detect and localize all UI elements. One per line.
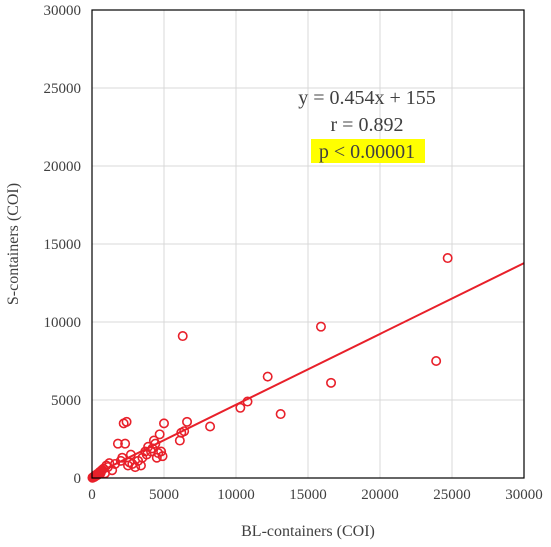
trendline [91,262,525,477]
data-point [156,446,167,457]
data-point [157,451,168,462]
x-tick-label: 0 [88,487,96,503]
data-point [121,416,132,427]
x-tick-label: 5000 [149,487,179,503]
data-point [125,449,136,460]
data-point [177,331,188,342]
data-point [150,438,161,449]
data-point [315,321,326,332]
data-point [174,435,185,446]
p-value-highlight [311,139,425,163]
data-point [112,438,123,449]
data-point [275,409,286,420]
r-annotation: r = 0.892 [331,114,404,136]
gridlines [92,10,524,478]
data-point [205,421,216,432]
data-point [326,377,337,388]
data-point [130,462,141,473]
equation-annotation: y = 0.454x + 155 [298,87,436,109]
data-points [87,253,453,483]
data-point [120,438,131,449]
p-value-annotation: p < 0.00001 [319,141,415,163]
trendline-group [91,262,525,477]
y-tick-labels: 0 5000 10000 15000 20000 25000 30000 [44,3,82,487]
y-tick-label: 10000 [44,315,82,331]
x-axis-title: BL-containers (COI) [241,523,375,540]
data-point [235,402,246,413]
y-axis-title: S-containers (COI) [5,183,22,305]
x-tick-label: 25000 [433,487,471,503]
data-point [117,452,128,463]
data-point [262,371,273,382]
x-tick-label: 10000 [217,487,255,503]
data-point [179,426,190,437]
y-tick-label: 15000 [44,237,82,253]
data-point [431,355,442,366]
y-tick-label: 20000 [44,159,82,175]
data-point [107,465,118,476]
x-tick-label: 30000 [505,487,543,503]
data-point [442,253,453,264]
data-point [154,429,165,440]
y-tick-label: 30000 [44,3,82,19]
data-point [182,416,193,427]
y-tick-label: 5000 [51,393,81,409]
plot-frame [91,9,525,479]
y-tick-label: 0 [74,471,82,487]
y-tick-label: 25000 [44,81,82,97]
x-tick-label: 20000 [361,487,399,503]
x-tick-label: 15000 [289,487,327,503]
data-point [159,418,170,429]
data-point [242,396,253,407]
x-tick-labels: 0 5000 10000 15000 20000 25000 30000 [88,487,543,503]
data-point [110,458,121,469]
